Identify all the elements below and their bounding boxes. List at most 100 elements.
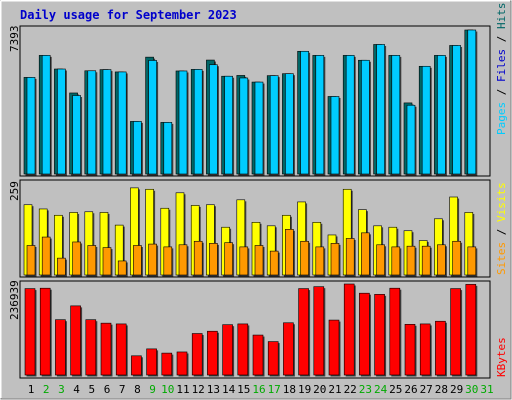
max-label-kbytes: 236939 [8,280,21,320]
bar-kbytes-day-27 [419,323,431,376]
bar-kbytes-day-20 [313,286,325,376]
bar-files-day-18 [285,73,294,175]
bar-kbytes-day-8 [131,355,142,376]
x-tick-day-28: 28 [435,383,448,396]
x-tick-day-8: 8 [134,383,141,396]
x-tick-day-12: 12 [192,383,205,396]
bar-sites-day-6 [102,247,112,276]
bar-files-day-29 [452,45,461,175]
bar-layer [23,29,478,377]
x-tick-day-20: 20 [313,383,326,396]
bar-files-day-17 [269,75,279,175]
max-label-visits-sites: 259 [8,181,21,201]
x-tick-day-30: 30 [465,383,478,396]
bar-files-day-9 [148,60,157,175]
bar-files-day-12 [193,69,203,175]
bar-sites-day-27 [421,245,431,276]
bar-kbytes-day-5 [85,319,97,376]
bar-sites-day-15 [239,246,249,276]
max-label-hits-files: 7393 [8,26,21,53]
bar-files-day-26 [406,104,416,175]
bar-sites-day-16 [254,245,264,276]
x-tick-day-29: 29 [450,383,463,396]
bar-kbytes-day-22 [343,283,355,376]
bar-kbytes-day-7 [115,323,127,376]
bar-files-day-19 [300,50,309,175]
bar-kbytes-day-17 [267,341,279,376]
bar-sites-day-1 [26,245,36,276]
legend-kbytes-label: KBytes [495,337,508,377]
bar-files-day-20 [315,55,325,175]
x-tick-day-1: 1 [28,383,35,396]
bar-sites-day-19 [300,240,309,276]
bar-kbytes-day-1 [24,288,36,376]
bar-kbytes-day-19 [298,288,309,376]
bar-kbytes-day-29 [450,288,461,376]
bar-kbytes-day-4 [70,305,81,376]
bar-files-day-24 [376,44,385,175]
bar-kbytes-day-26 [404,324,416,376]
bar-sites-day-26 [406,245,416,276]
bar-files-day-25 [391,55,401,175]
bar-kbytes-day-25 [389,287,401,376]
bar-files-day-7 [117,71,127,175]
x-tick-day-10: 10 [161,383,174,396]
bar-kbytes-day-24 [374,294,385,376]
bar-sites-day-5 [87,245,97,276]
legend-visits-sites: Sites / Visits [495,182,508,275]
bar-sites-day-20 [315,246,325,276]
bar-files-day-28 [437,55,446,175]
x-tick-day-7: 7 [119,383,126,396]
bar-kbytes-day-6 [100,322,112,376]
bar-sites-day-9 [148,243,157,276]
bar-kbytes-day-9 [146,348,157,376]
bar-files-day-10 [163,122,173,175]
bar-kbytes-day-14 [222,324,233,376]
bar-sites-day-10 [163,246,173,276]
x-tick-day-17: 17 [268,383,281,396]
x-tick-day-11: 11 [176,383,189,396]
x-tick-day-31: 31 [480,383,493,396]
legend-kbytes: KBytes [495,337,508,377]
bar-files-day-14 [224,75,233,175]
x-tick-day-2: 2 [43,383,50,396]
bar-kbytes-day-3 [55,319,66,376]
bar-kbytes-day-23 [359,292,370,376]
legend-sep-2: / [495,29,508,49]
x-tick-day-21: 21 [328,383,341,396]
chart-title: Daily usage for September 2023 [20,8,237,22]
bar-sites-day-3 [57,257,66,276]
x-tick-day-13: 13 [207,383,220,396]
bar-kbytes-day-11 [176,351,188,376]
bar-files-day-11 [178,70,188,175]
bar-sites-day-18 [285,229,294,276]
bar-sites-day-24 [376,244,385,276]
bar-kbytes-day-2 [39,287,51,376]
legend-sep-1: / [495,82,508,102]
bar-files-day-1 [26,77,36,175]
bar-sites-day-25 [391,246,401,276]
x-tick-day-6: 6 [104,383,111,396]
x-tick-day-25: 25 [389,383,402,396]
bar-files-day-4 [72,95,81,175]
bar-files-day-6 [102,69,112,175]
x-tick-day-18: 18 [283,383,296,396]
x-tick-day-27: 27 [420,383,433,396]
legend-files: Files [495,49,508,82]
x-tick-day-4: 4 [73,383,80,396]
bar-files-day-22 [345,55,355,175]
legend-visits: Visits [495,182,508,222]
bar-files-day-13 [209,64,218,175]
x-tick-day-23: 23 [359,383,372,396]
bar-sites-day-11 [178,244,188,276]
bar-sites-day-12 [193,240,203,276]
bar-kbytes-day-18 [283,322,294,376]
bar-files-day-15 [239,77,249,175]
bar-kbytes-day-21 [328,319,340,376]
bar-files-day-30 [467,29,477,175]
x-tick-day-5: 5 [88,383,95,396]
bar-kbytes-day-15 [237,323,249,376]
bar-files-day-3 [57,68,66,175]
x-tick-day-24: 24 [374,383,388,396]
x-tick-day-9: 9 [149,383,156,396]
